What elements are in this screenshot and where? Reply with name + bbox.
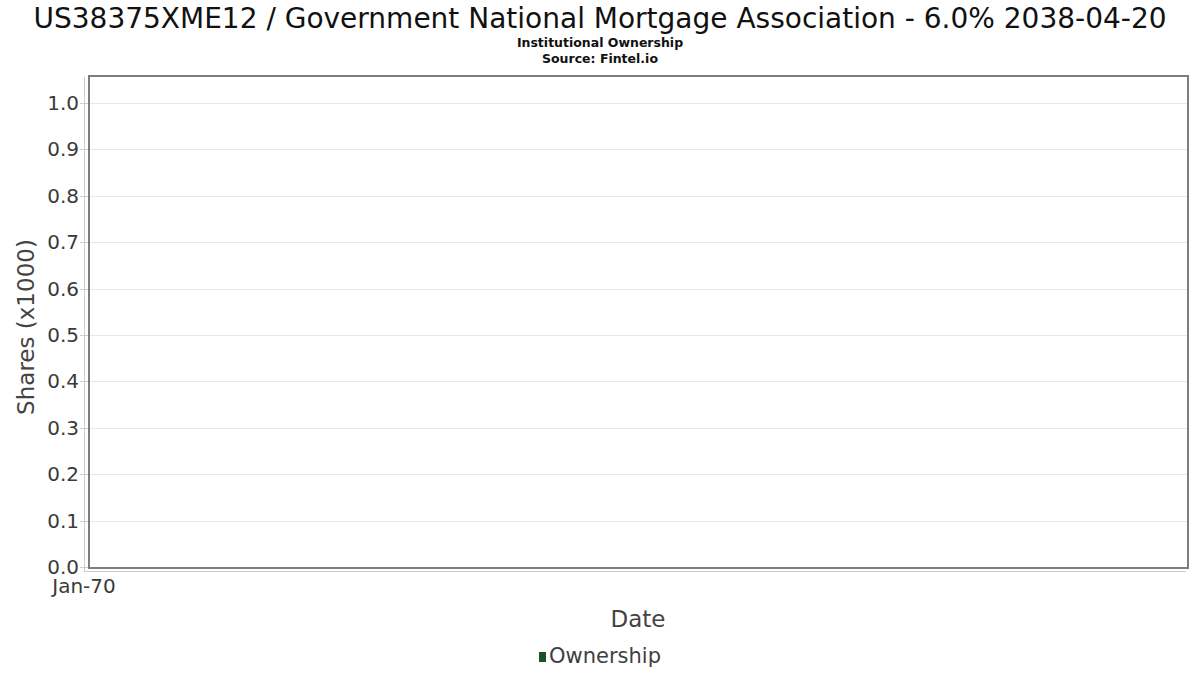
y-tick-label: 0.7 [47, 230, 79, 254]
legend-item-label: Ownership [549, 644, 661, 668]
y-axis-title: Shares (x1000) [13, 239, 39, 415]
y-tick [80, 242, 88, 243]
y-tick [80, 103, 88, 104]
y-tick [80, 289, 88, 290]
chart-source: Source: Fintel.io [0, 51, 1200, 66]
y-tick [80, 149, 88, 150]
y-tick [80, 521, 88, 522]
y-tick-label: 0.4 [47, 369, 79, 393]
x-tick-label: Jan-70 [52, 574, 116, 598]
y-tick-label: 0.8 [47, 184, 79, 208]
plot-area: 1.00.90.80.70.60.50.40.30.20.10.0Jan-70 [88, 75, 1189, 569]
gridline [90, 474, 1187, 475]
y-tick-label: 0.1 [47, 509, 79, 533]
legend: Ownership [0, 644, 1200, 668]
y-tick-label: 0.6 [47, 277, 79, 301]
y-tick [80, 567, 88, 568]
y-axis-line [84, 77, 85, 572]
y-tick-label: 0.9 [47, 137, 79, 161]
y-tick [80, 428, 88, 429]
y-tick-label: 0.2 [47, 462, 79, 486]
y-tick-label: 0.5 [47, 323, 79, 347]
ownership-chart: US38375XME12 / Government National Mortg… [0, 0, 1200, 675]
gridline [90, 242, 1187, 243]
legend-item-ownership[interactable]: Ownership [539, 644, 661, 668]
gridline [90, 428, 1187, 429]
gridline [90, 381, 1187, 382]
gridline [90, 521, 1187, 522]
gridline [90, 149, 1187, 150]
y-tick-label: 1.0 [47, 91, 79, 115]
gridline [90, 335, 1187, 336]
gridline [90, 103, 1187, 104]
chart-subtitle: Institutional Ownership [0, 35, 1200, 50]
x-axis-title: Date [611, 606, 666, 632]
y-tick-label: 0.3 [47, 416, 79, 440]
ownership-series-swatch-icon [539, 652, 546, 662]
x-axis-line [84, 571, 1186, 572]
gridline [90, 289, 1187, 290]
y-tick [80, 474, 88, 475]
chart-title: US38375XME12 / Government National Mortg… [0, 2, 1200, 35]
y-tick [80, 196, 88, 197]
y-tick [80, 335, 88, 336]
gridline [90, 196, 1187, 197]
y-tick [80, 381, 88, 382]
